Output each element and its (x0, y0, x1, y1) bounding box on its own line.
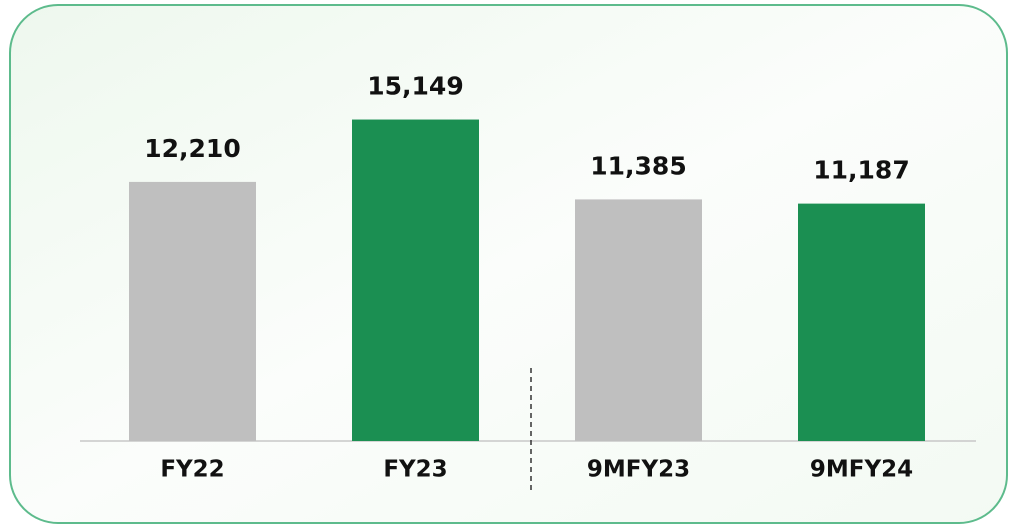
bar (352, 119, 479, 442)
x-tick-label: FY22 (160, 457, 224, 483)
value-label: 15,149 (367, 72, 463, 101)
value-label: 11,385 (590, 151, 686, 180)
bar (575, 199, 702, 441)
value-label: 11,187 (813, 156, 909, 185)
x-tick-label: FY23 (383, 457, 447, 483)
bar (129, 181, 256, 441)
frame (9, 4, 1008, 524)
value-label: 12,210 (144, 134, 240, 163)
x-tick-label: 9MFY23 (587, 457, 690, 483)
bar (798, 203, 925, 441)
x-tick-label: 9MFY24 (810, 457, 913, 483)
